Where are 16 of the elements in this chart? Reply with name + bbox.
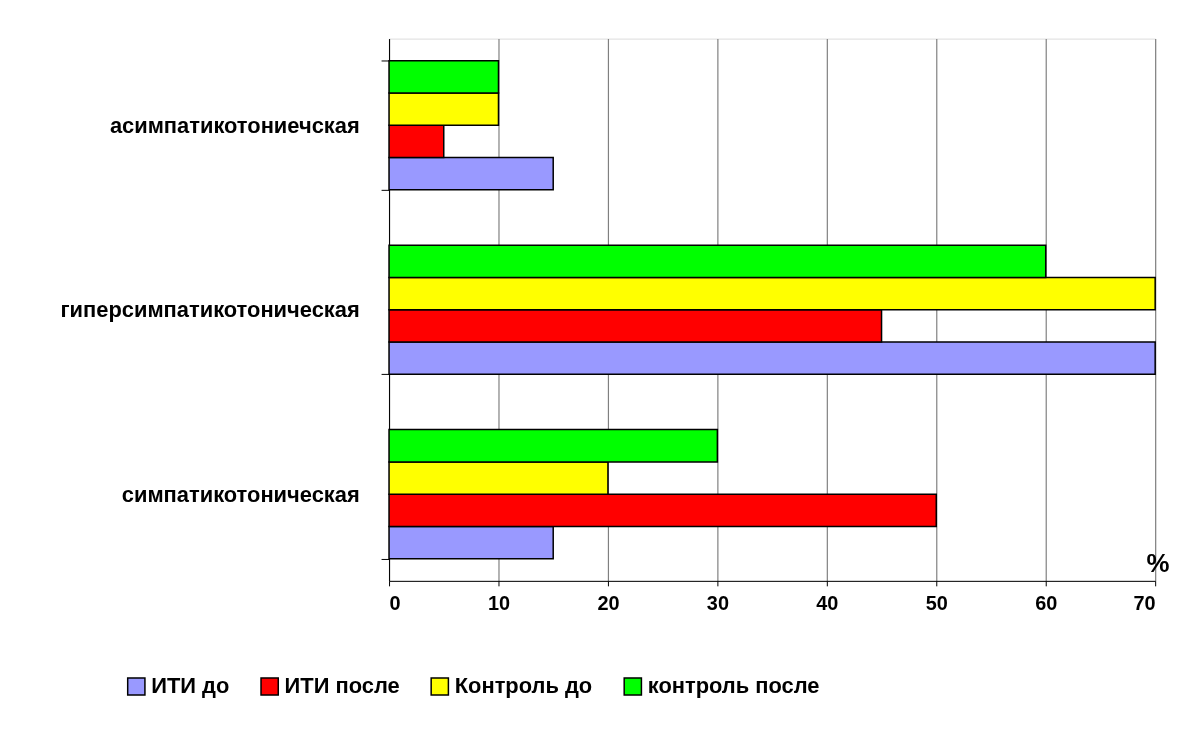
legend-label: контроль после [647,673,820,699]
x-tick-label: 50 [925,592,948,615]
legend-label: ИТИ до [151,673,230,699]
y-tick-label: гиперсимпатикотоническая [60,297,360,323]
x-tick-label: 20 [597,592,620,615]
y-tick-label: симпатикотоническая [121,481,360,507]
x-tick-label: 0 [389,592,401,615]
x-axis-title: % [1146,549,1170,578]
x-tick-label: 30 [706,592,729,615]
x-tick-label: 60 [1035,592,1058,615]
legend-label: Контроль до [454,673,593,699]
x-tick-label: 10 [487,592,511,615]
legend-label: ИТИ после [284,673,400,699]
x-tick-label: 70 [1133,592,1156,615]
x-tick-label: 40 [816,592,839,615]
y-tick-label: асимпатикотониечская [109,112,360,138]
